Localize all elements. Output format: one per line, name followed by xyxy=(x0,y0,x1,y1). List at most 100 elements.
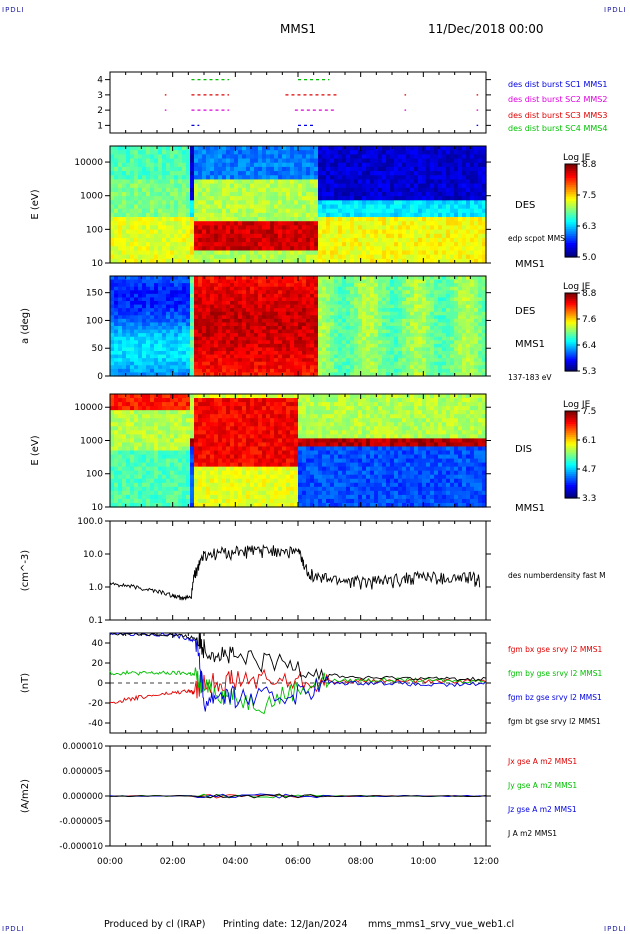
des-energy-heatmap-cell xyxy=(394,166,399,172)
des-pitch-heatmap-cell xyxy=(178,290,183,295)
des-pitch-heatmap-cell xyxy=(378,347,383,352)
des-pitch-heatmap-cell xyxy=(174,279,179,284)
des-energy-heatmap-cell xyxy=(234,254,239,260)
des-pitch-heatmap-cell xyxy=(314,343,319,349)
des-energy-heatmap-cell xyxy=(238,179,243,185)
des-pitch-heatmap-cell xyxy=(238,286,243,291)
des-pitch-heatmap-cell xyxy=(218,286,223,291)
des-energy-heatmap-cell xyxy=(454,162,459,168)
des-energy-heatmap-cell xyxy=(438,154,443,160)
des-energy-colorbar-swatch xyxy=(565,187,577,191)
des-energy-heatmap-cell xyxy=(338,208,343,214)
des-pitch-heatmap-cell xyxy=(162,322,167,327)
des-energy-heatmap-cell xyxy=(122,187,127,193)
des-pitch-heatmap-cell xyxy=(326,336,331,341)
des-energy-heatmap-cell xyxy=(430,246,435,252)
des-pitch-heatmap-cell xyxy=(306,329,311,334)
des-energy-heatmap-cell xyxy=(110,204,115,210)
des-pitch-heatmap-cell xyxy=(114,286,119,291)
des-energy-heatmap-cell xyxy=(402,237,407,243)
des-pitch-heatmap-cell xyxy=(170,304,175,309)
des-pitch-heatmap-cell xyxy=(358,279,363,284)
des-energy-heatmap-cell xyxy=(346,221,351,226)
des-pitch-heatmap-cell xyxy=(314,361,319,366)
des-energy-heatmap-cell xyxy=(138,166,143,172)
des-energy-heatmap-cell xyxy=(474,254,479,260)
des-energy-heatmap-cell xyxy=(462,246,467,252)
des-energy-heatmap-cell xyxy=(230,229,235,235)
des-energy-heatmap-cell xyxy=(382,229,387,235)
des-energy-heatmap-cell xyxy=(406,229,411,235)
des-pitch-heatmap-cell xyxy=(354,326,359,331)
des-energy-heatmap-cell xyxy=(478,242,483,247)
des-energy-heatmap-cell xyxy=(350,187,355,193)
des-pitch-heatmap-cell xyxy=(210,301,215,306)
des-energy-heatmap-cell xyxy=(182,242,187,247)
des-pitch-heatmap-cell xyxy=(150,368,155,374)
des-energy-heatmap-cell xyxy=(110,191,115,197)
des-energy-heatmap-cell xyxy=(362,196,367,201)
des-energy-heatmap-cell xyxy=(466,158,471,164)
des-pitch-heatmap-cell xyxy=(410,347,415,352)
des-pitch-heatmap-cell xyxy=(238,276,243,281)
des-energy-heatmap-cell xyxy=(466,146,471,151)
des-energy-heatmap-cell xyxy=(202,254,207,260)
des-pitch-heatmap-cell xyxy=(146,333,151,338)
des-energy-heatmap-cell xyxy=(134,171,139,176)
des-pitch-heatmap-cell xyxy=(210,322,215,327)
des-energy-heatmap-cell xyxy=(342,225,347,231)
des-energy-heatmap-cell xyxy=(178,191,183,197)
des-pitch-heatmap-cell xyxy=(282,361,287,366)
des-energy-heatmap-cell xyxy=(322,237,327,243)
des-energy-heatmap-cell xyxy=(274,179,279,185)
des-pitch-heatmap-cell xyxy=(414,308,419,313)
des-energy-heatmap-cell xyxy=(110,150,115,155)
des-pitch-heatmap-cell xyxy=(214,326,219,331)
des-pitch-heatmap-cell xyxy=(242,283,247,288)
des-energy-heatmap-cell xyxy=(362,146,367,151)
des-pitch-heatmap-cell xyxy=(186,304,191,309)
des-pitch-heatmap-cell xyxy=(330,368,335,374)
des-pitch-heatmap-cell xyxy=(406,322,411,327)
des-pitch-heatmap-cell xyxy=(410,290,415,295)
des-energy-heatmap-cell xyxy=(118,179,123,185)
des-energy-heatmap-cell xyxy=(470,162,475,168)
des-energy-heatmap-cell xyxy=(314,204,319,210)
des-energy-heatmap-cell xyxy=(406,212,411,218)
des-pitch-heatmap-cell xyxy=(398,290,403,295)
des-energy-heatmap-cell xyxy=(290,221,295,226)
des-energy-heatmap-cell xyxy=(442,258,447,264)
des-pitch-heatmap-cell xyxy=(230,333,235,338)
des-energy-heatmap-cell xyxy=(146,254,151,260)
des-pitch-heatmap-cell xyxy=(186,329,191,334)
des-energy-heatmap-cell xyxy=(354,212,359,218)
des-energy-heatmap-cell xyxy=(162,217,167,222)
des-pitch-heatmap-cell xyxy=(154,368,159,374)
des-pitch-heatmap-cell xyxy=(246,297,251,302)
des-pitch-heatmap-cell xyxy=(358,301,363,306)
des-pitch-heatmap-cell xyxy=(162,301,167,306)
des-energy-heatmap-cell xyxy=(214,217,219,222)
des-energy-heatmap-cell xyxy=(246,183,251,189)
des-energy-heatmap-cell xyxy=(426,154,431,160)
des-pitch-heatmap-cell xyxy=(230,351,235,356)
des-pitch-heatmap-cell xyxy=(258,368,263,374)
des-pitch-heatmap-cell xyxy=(142,333,147,338)
des-pitch-heatmap-cell xyxy=(182,354,187,359)
des-energy-heatmap-cell xyxy=(342,229,347,235)
des-energy-heatmap-cell xyxy=(338,225,343,231)
des-energy-heatmap-cell xyxy=(306,258,311,264)
des-pitch-heatmap-cell xyxy=(278,347,283,352)
des-pitch-heatmap-cell xyxy=(262,351,267,356)
des-energy-heatmap-cell xyxy=(286,150,291,155)
des-energy-heatmap-cell xyxy=(218,191,223,197)
des-pitch-heatmap-cell xyxy=(230,354,235,359)
des-pitch-heatmap-cell xyxy=(226,297,231,302)
des-energy-heatmap-cell xyxy=(130,258,135,264)
des-energy-heatmap-cell xyxy=(198,229,203,235)
des-energy-heatmap-cell xyxy=(146,229,151,235)
des-pitch-heatmap-cell xyxy=(306,368,311,374)
des-energy-heatmap-cell xyxy=(398,246,403,252)
des-energy-heatmap-cell xyxy=(190,254,195,260)
des-pitch-heatmap-cell xyxy=(314,283,319,288)
